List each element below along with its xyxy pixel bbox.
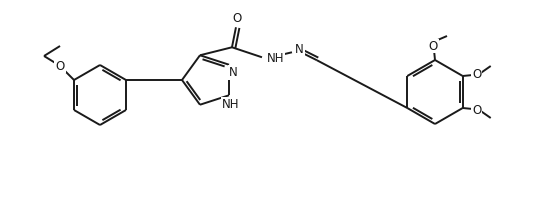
Text: O: O <box>232 12 241 25</box>
Text: N: N <box>295 43 304 56</box>
Text: O: O <box>472 68 481 80</box>
Text: N: N <box>229 66 238 79</box>
Text: NH: NH <box>267 52 284 65</box>
Text: O: O <box>472 104 481 116</box>
Text: NH: NH <box>222 98 240 111</box>
Text: O: O <box>428 40 438 52</box>
Text: O: O <box>56 60 65 72</box>
